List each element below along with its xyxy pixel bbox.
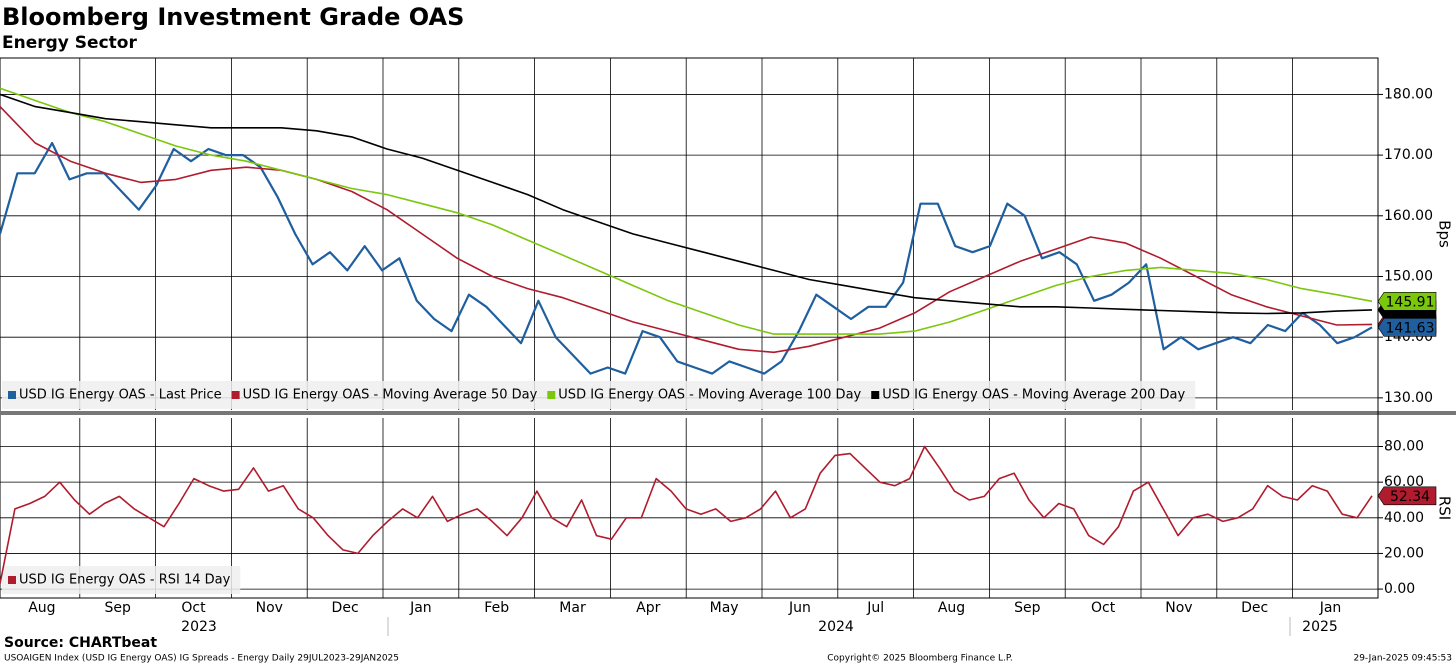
source: Source: CHARTbeat xyxy=(4,635,157,651)
series-line xyxy=(0,141,1373,375)
legend-swatch xyxy=(547,391,556,399)
legend-swatch xyxy=(231,391,240,399)
x-tick-label: Nov xyxy=(256,600,283,616)
y-tick-label: 180.00 xyxy=(1384,86,1433,102)
series-line xyxy=(0,93,1373,315)
tag-label: 52.34 xyxy=(1390,489,1430,505)
x-tick-label: Sep xyxy=(1014,600,1041,616)
tag-shape xyxy=(1377,486,1437,506)
chart-title: Bloomberg Investment Grade OAS xyxy=(2,3,464,31)
timestamp: 29-Jan-2025 09:45:53 xyxy=(1353,654,1452,664)
tag-label: 141.63 xyxy=(1386,320,1435,336)
legend-label: USD IG Energy OAS - Last Price xyxy=(19,388,222,403)
last-value-tag: 52.34 xyxy=(1377,486,1437,506)
y-tick-label: 60.00 xyxy=(1384,474,1424,490)
plot-frame xyxy=(0,57,1379,599)
tag-shape xyxy=(1377,317,1437,337)
x-tick-label: Jul xyxy=(866,600,884,616)
legend-label: USD IG Energy OAS - Moving Average 50 Da… xyxy=(243,388,538,403)
year-label: 2023 xyxy=(181,619,217,635)
x-tick-label: May xyxy=(710,600,739,616)
legend-swatch xyxy=(8,391,16,399)
legend-background xyxy=(2,566,241,594)
chart-subtitle: Energy Sector xyxy=(2,33,137,53)
y-axis-label: Bps xyxy=(1436,220,1454,248)
x-tick-label: Mar xyxy=(559,600,586,616)
legend-label: USD IG Energy OAS - Moving Average 100 D… xyxy=(558,388,861,403)
x-tick-label: Dec xyxy=(332,600,359,616)
year-label: 2024 xyxy=(818,619,854,635)
x-tick-label: Nov xyxy=(1165,600,1192,616)
legend-label: USD IG Energy OAS - RSI 14 Day xyxy=(19,573,231,588)
x-tick-label: Jun xyxy=(788,600,811,616)
x-tick-label: Dec xyxy=(1241,600,1268,616)
y-tick-label: 170.00 xyxy=(1384,147,1433,163)
tag-shape xyxy=(1377,292,1437,311)
x-tick-label: Oct xyxy=(1091,600,1116,616)
legend: USD IG Energy OAS - Last Price USD IG Ene… xyxy=(2,381,1196,409)
description: USOAIGEN Index (USD IG Energy OAS) IG Sp… xyxy=(4,654,399,664)
legend-swatch xyxy=(8,576,16,584)
y-tick-label: 20.00 xyxy=(1384,545,1424,561)
x-tick-label: Aug xyxy=(938,600,965,616)
legend: USD IG Energy OAS - RSI 14 Day xyxy=(2,566,241,594)
series-line xyxy=(0,106,1373,354)
x-tick-label: Apr xyxy=(636,600,660,616)
tag-label: 145.91 xyxy=(1386,294,1435,310)
y-tick-label: 150.00 xyxy=(1384,268,1433,284)
last-value-tag: 145.91 xyxy=(1377,292,1437,311)
x-tick-label: Oct xyxy=(181,600,206,616)
copyright: Copyright© 2025 Bloomberg Finance L.P. xyxy=(827,654,1012,664)
y-tick-label: 0.00 xyxy=(1384,581,1415,597)
series-line xyxy=(0,87,1373,335)
y-tick-label: 160.00 xyxy=(1384,208,1433,224)
year-label: 2025 xyxy=(1302,619,1338,635)
last-value-tag: 141.63 xyxy=(1377,317,1437,337)
y-tick-label: 80.00 xyxy=(1384,439,1424,455)
y-tick-label: 40.00 xyxy=(1384,510,1424,526)
x-tick-label: Jan xyxy=(409,600,432,616)
y-tick-label: 130.00 xyxy=(1384,390,1433,406)
x-tick-label: Sep xyxy=(105,600,132,616)
x-tick-label: Feb xyxy=(484,600,509,616)
legend-label: USD IG Energy OAS - Moving Average 200 D… xyxy=(882,388,1185,403)
x-tick-label: Aug xyxy=(28,600,55,616)
legend-background xyxy=(2,381,1196,409)
legend-swatch xyxy=(871,391,880,399)
y-axis-label: RSI xyxy=(1436,496,1454,520)
x-tick-label: Jan xyxy=(1319,600,1342,616)
series-line xyxy=(0,445,1373,584)
